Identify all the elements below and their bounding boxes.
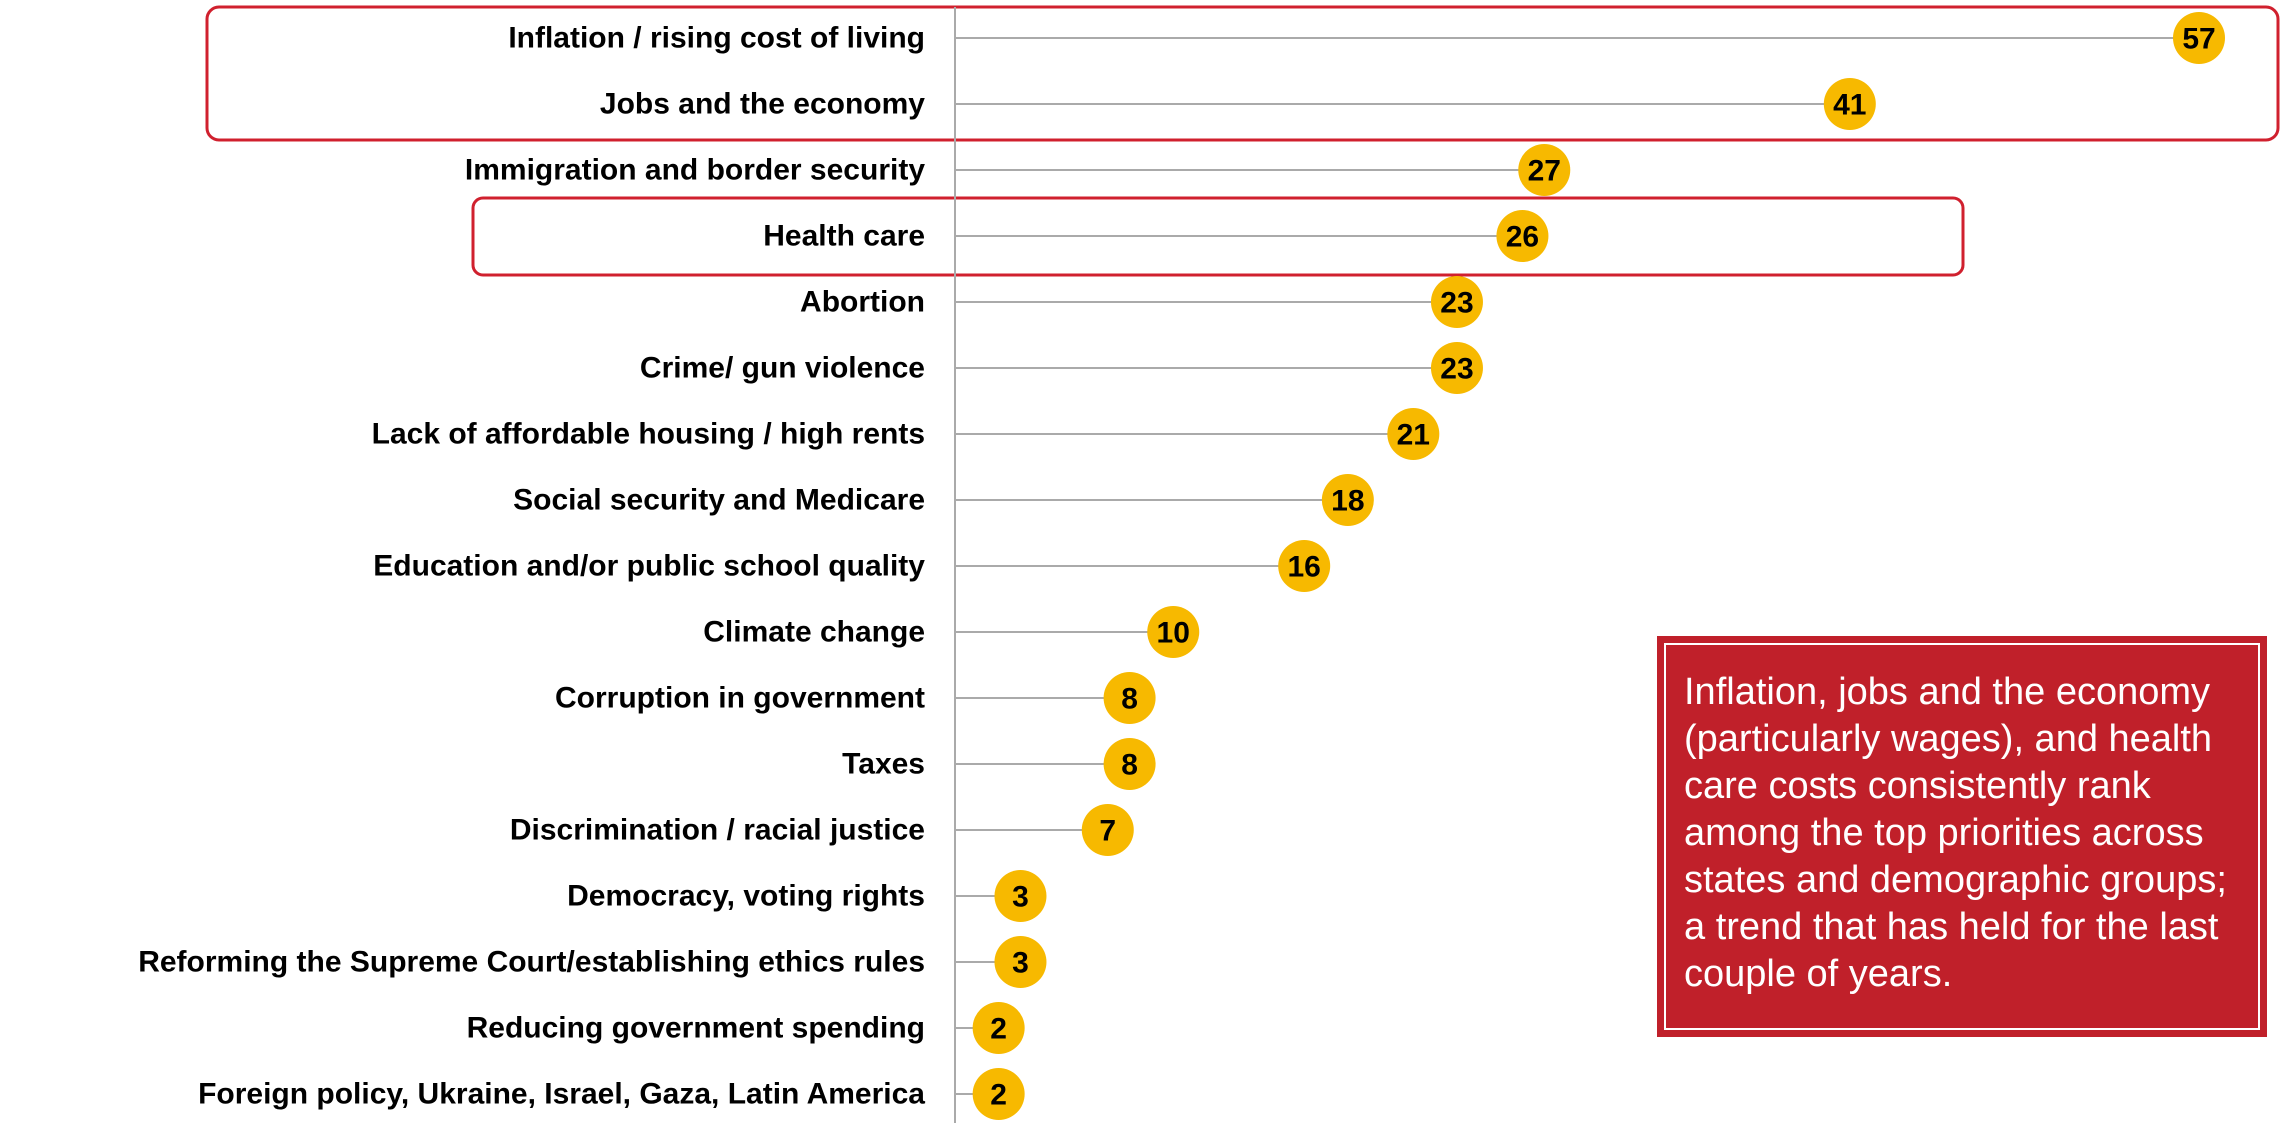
category-label: Reforming the Supreme Court/establishing… bbox=[138, 946, 925, 979]
category-label: Discrimination / racial justice bbox=[510, 814, 925, 847]
category-label: Immigration and border security bbox=[465, 154, 925, 187]
dot bbox=[1278, 540, 1331, 592]
value-label: 3 bbox=[1012, 947, 1029, 980]
value-label: 57 bbox=[2182, 23, 2215, 56]
dot bbox=[1147, 606, 1200, 658]
dot bbox=[972, 1068, 1025, 1120]
dot bbox=[1103, 738, 1156, 790]
dot bbox=[1081, 804, 1134, 856]
value-label: 3 bbox=[1012, 881, 1029, 914]
value-label: 2 bbox=[990, 1079, 1007, 1112]
dot bbox=[994, 870, 1047, 922]
value-label: 2 bbox=[990, 1013, 1007, 1046]
callout-box: Inflation, jobs and the economy (particu… bbox=[1657, 636, 2267, 1037]
category-label: Democracy, voting rights bbox=[567, 880, 925, 913]
category-label: Crime/ gun violence bbox=[640, 352, 925, 385]
callout-text: Inflation, jobs and the economy (particu… bbox=[1684, 671, 2227, 995]
value-label: 10 bbox=[1157, 617, 1190, 650]
category-label: Education and/or public school quality bbox=[373, 550, 925, 583]
dot bbox=[1103, 672, 1156, 724]
category-label: Jobs and the economy bbox=[600, 88, 925, 121]
dot bbox=[1430, 342, 1483, 394]
value-label: 8 bbox=[1121, 683, 1138, 716]
value-label: 23 bbox=[1440, 287, 1473, 320]
category-label: Lack of affordable housing / high rents bbox=[372, 418, 925, 451]
category-label: Social security and Medicare bbox=[513, 484, 925, 517]
dot bbox=[1518, 144, 1571, 196]
highlight-box bbox=[205, 5, 2280, 142]
category-label: Inflation / rising cost of living bbox=[508, 22, 925, 55]
value-label: 18 bbox=[1331, 485, 1364, 518]
dot bbox=[1321, 474, 1374, 526]
dot bbox=[994, 936, 1047, 988]
dot bbox=[1823, 78, 1876, 130]
category-label: Taxes bbox=[842, 748, 925, 781]
value-label: 8 bbox=[1121, 749, 1138, 782]
value-label: 41 bbox=[1833, 89, 1866, 122]
dot bbox=[1387, 408, 1440, 460]
dot bbox=[1496, 210, 1549, 262]
dot bbox=[2173, 12, 2225, 64]
category-label: Reducing government spending bbox=[467, 1012, 925, 1045]
category-label: Foreign policy, Ukraine, Israel, Gaza, L… bbox=[198, 1078, 925, 1111]
value-label: 27 bbox=[1528, 155, 1561, 188]
category-label: Abortion bbox=[800, 286, 925, 319]
dot bbox=[972, 1002, 1025, 1054]
value-label: 21 bbox=[1397, 419, 1430, 452]
value-label: 26 bbox=[1506, 221, 1539, 254]
category-label: Health care bbox=[763, 220, 925, 253]
value-label: 7 bbox=[1099, 815, 1116, 848]
value-label: 23 bbox=[1440, 353, 1473, 386]
category-label: Corruption in government bbox=[555, 682, 925, 715]
value-label: 16 bbox=[1288, 551, 1321, 584]
category-label: Climate change bbox=[703, 616, 925, 649]
highlight-box bbox=[471, 196, 1965, 277]
dot bbox=[1430, 276, 1483, 328]
